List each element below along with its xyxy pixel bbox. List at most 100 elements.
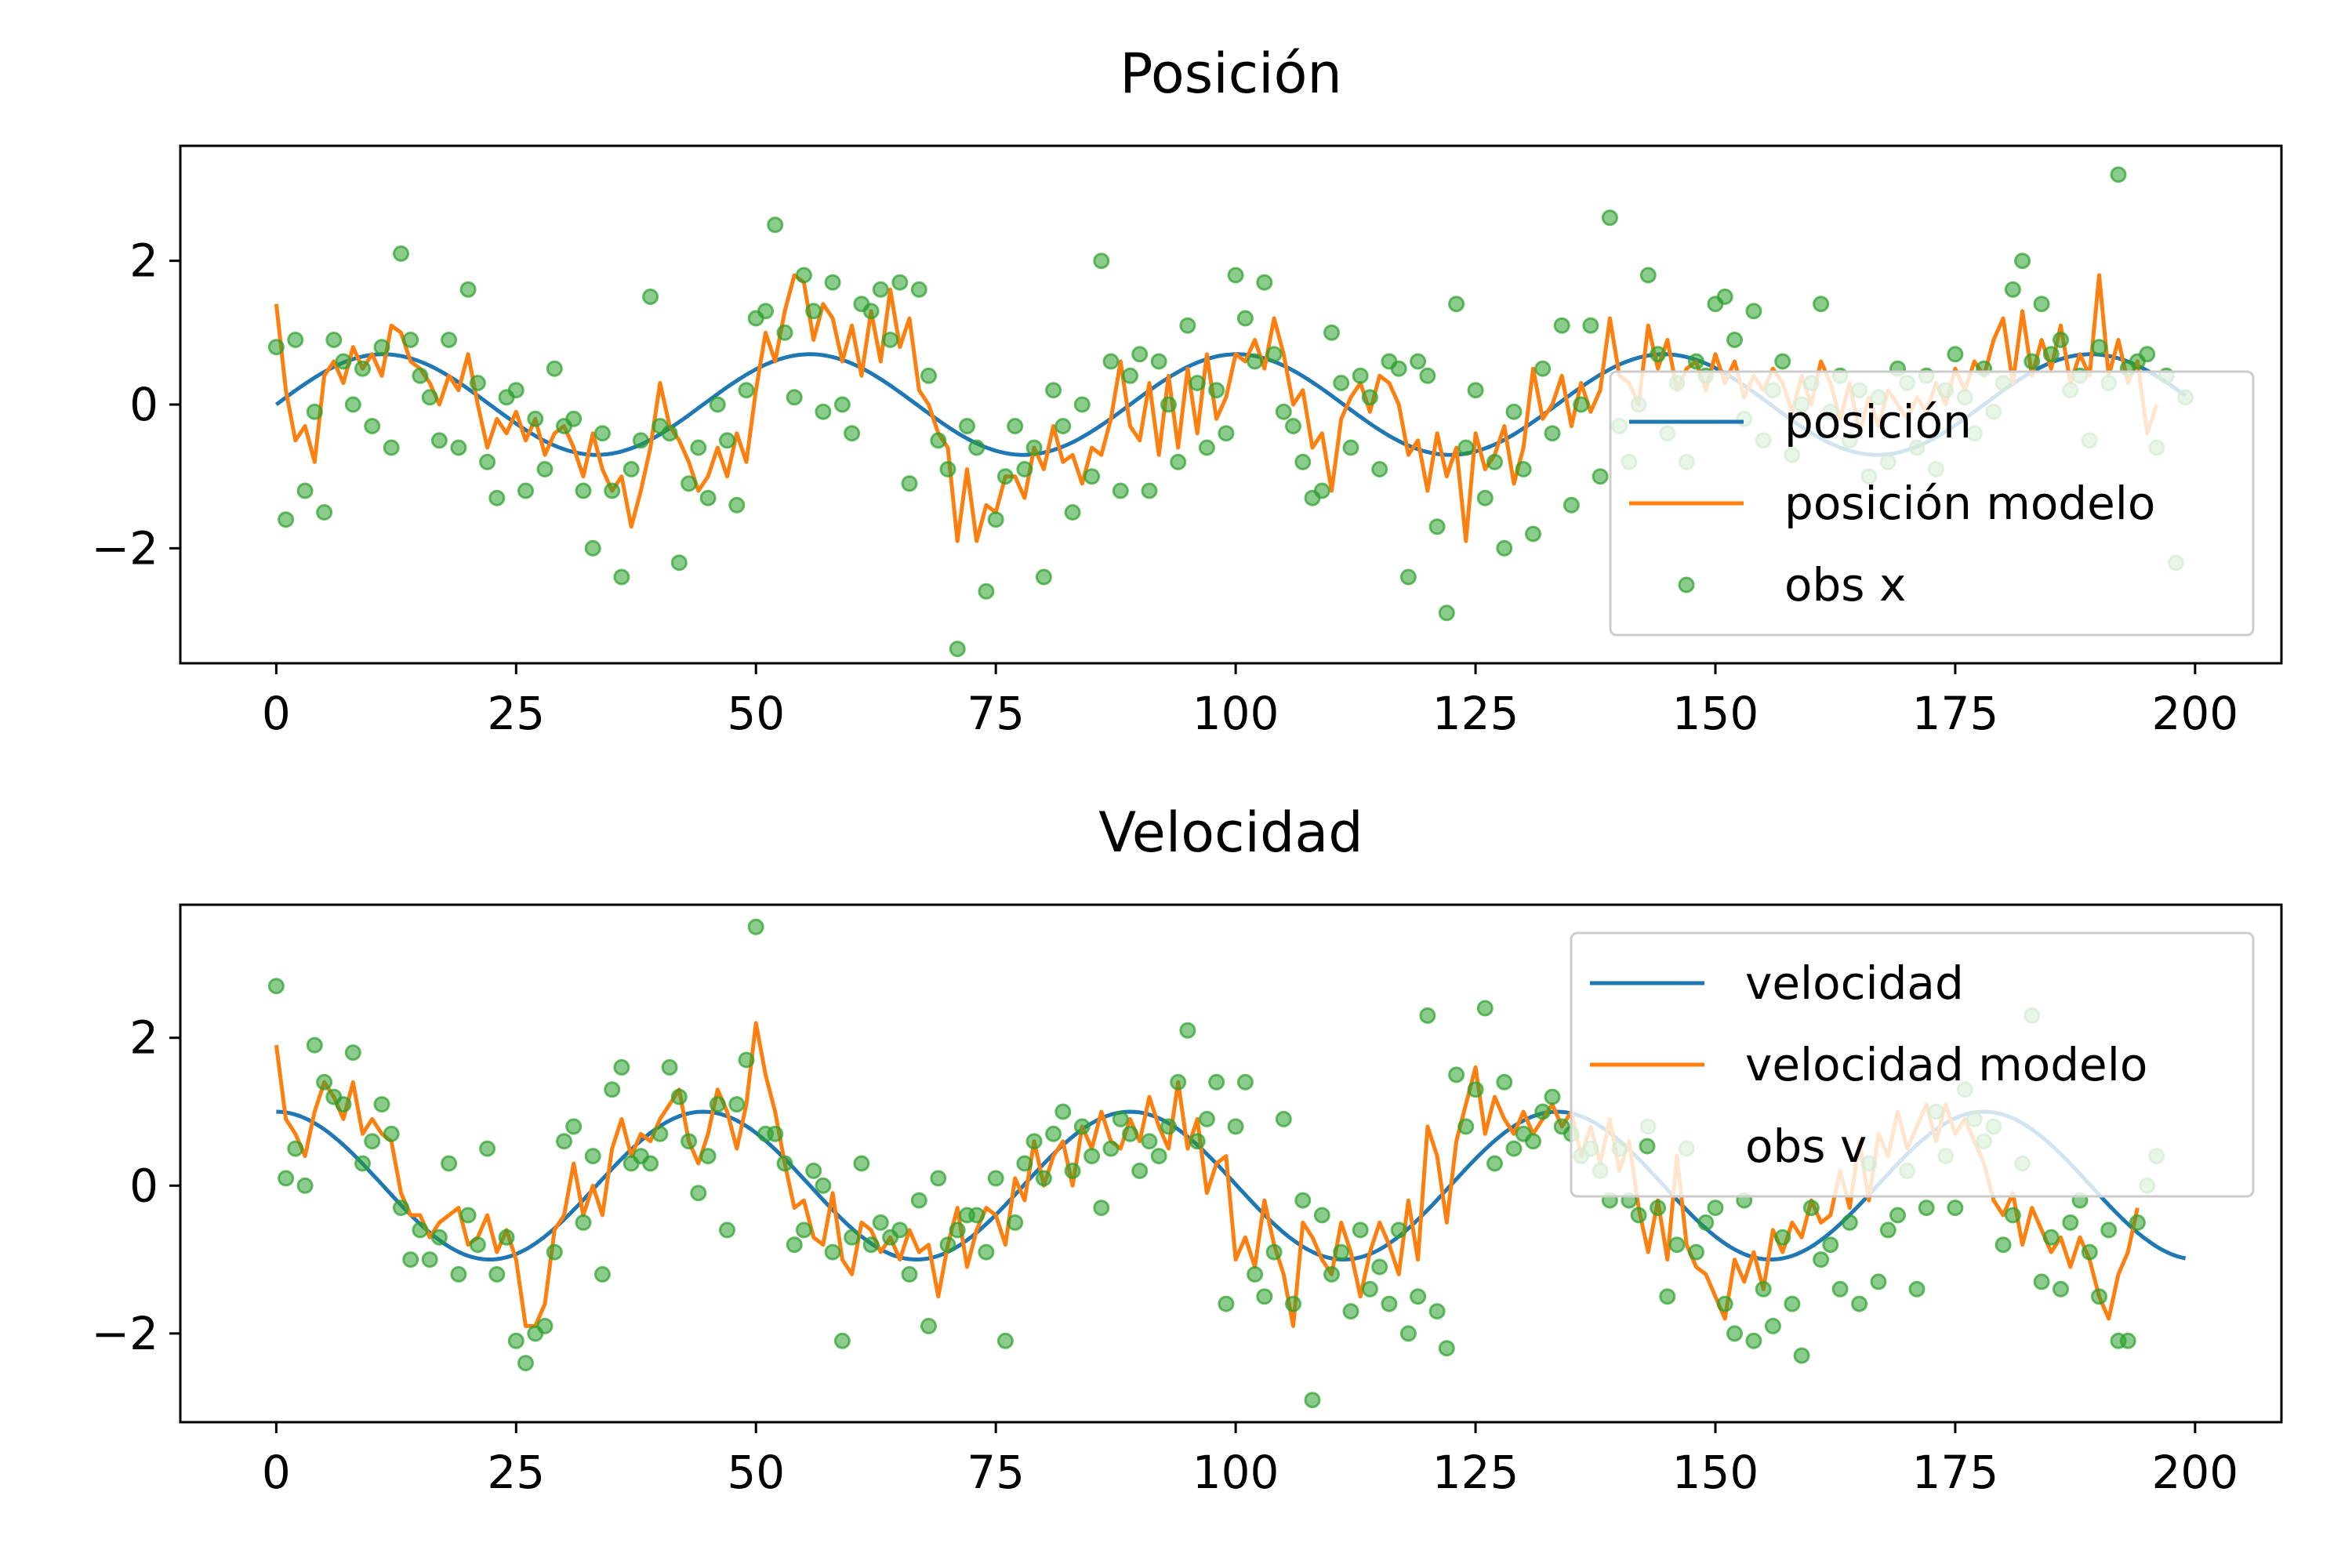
velocity-obs-point [1333,1243,1350,1261]
velocity-obs-point [1918,1200,1935,1217]
position-obs-point [1361,389,1378,406]
position-legend: posición posición modelo obs x [1609,370,2255,637]
position-xtick-label: 75 [967,687,1025,740]
velocity-obs-point [1822,1236,1839,1254]
position-obs-point [1505,403,1523,420]
velocity-xtick-label: 75 [967,1446,1025,1499]
velocity-legend-label-velocidad: velocidad [1745,956,1964,1010]
position-obs-point [1025,439,1043,456]
velocity-obs-point [1774,1229,1791,1246]
position-obs-point [1141,482,1158,499]
velocity-obs-point [604,1081,621,1098]
velocity-obs-point [1697,1214,1715,1231]
position-obs-point [1534,360,1552,377]
position-obs-point [996,468,1014,485]
position-obs-point [738,382,755,399]
velocity-obs-point [767,1125,784,1142]
position-obs-point [632,432,649,449]
velocity-obs-point [1141,1133,1158,1150]
position-obs-point [316,504,333,521]
position-obs-point [1256,274,1273,291]
position-obs-point [1457,439,1475,456]
velocity-obs-point [267,978,285,995]
velocity-obs-point [2091,1288,2107,1305]
position-obs-point [364,418,381,434]
velocity-obs-point [853,1155,870,1172]
position-obs-point [1323,324,1340,341]
velocity-obs-point [2081,1243,2098,1261]
velocity-obs-point [1093,1200,1110,1217]
velocity-obs-point [584,1148,601,1165]
velocity-obs-point [776,1155,793,1172]
position-obs-point [1313,482,1330,499]
velocity-ytick-label: 2 [129,1011,158,1065]
position-obs-point [402,332,419,348]
velocity-xtick-label: 125 [1432,1446,1519,1499]
velocity-obs-point [1831,1280,1849,1298]
velocity-obs-point [747,918,764,935]
velocity-obs-point [383,1125,400,1142]
position-obs-point [1285,418,1301,434]
position-title: Posición [1120,42,1342,106]
velocity-obs-point [565,1118,583,1135]
position-obs-point [699,489,717,506]
velocity-obs-point [1275,1110,1292,1127]
velocity-obs-point [738,1051,755,1069]
velocity-obs-point [949,1221,966,1239]
position-obs-point [2014,252,2031,270]
velocity-obs-point [1323,1265,1340,1283]
velocity-xtick-label: 25 [487,1446,545,1499]
velocity-obs-point [1457,1118,1475,1135]
position-obs-point [306,403,323,420]
velocity-obs-point [1505,1140,1523,1157]
velocity-obs-point [2042,1229,2060,1246]
position-obs-point [882,332,899,348]
velocity-obs-point [1265,1243,1283,1261]
velocity-obs-point [1236,1073,1254,1091]
velocity-obs-point [1247,1265,1264,1283]
velocity-obs-point [1851,1295,1868,1312]
velocity-obs-point [987,1170,1004,1187]
velocity-obs-point [412,1221,429,1239]
position-obs-point [824,274,841,291]
velocity-xtick-label: 0 [262,1446,291,1499]
position-obs-point [527,410,544,427]
velocity-obs-point [786,1236,803,1254]
velocity-obs-point [1208,1073,1225,1091]
position-xtick-label: 200 [2152,687,2239,740]
velocity-obs-point [1784,1295,1801,1312]
velocity-obs-point [795,1221,812,1239]
velocity-obs-point [824,1243,841,1261]
position-obs-point [479,453,496,470]
velocity-obs-point [1160,1118,1177,1135]
velocity-xtick-label: 200 [2152,1446,2239,1499]
position-obs-point [373,339,390,356]
velocity-legend-label-obs-v: obs v [1745,1120,1867,1173]
position-obs-point [2042,346,2060,363]
velocity-obs-point [1361,1280,1378,1298]
position-obs-point [767,216,784,234]
position-obs-point [1688,353,1704,370]
position-obs-point [622,461,640,477]
velocity-obs-point [968,1207,985,1224]
velocity-obs-point [1045,1125,1062,1142]
velocity-obs-point [1947,1200,1964,1217]
position-obs-point [593,425,611,442]
velocity-obs-point [402,1251,419,1269]
position-obs-point [1083,468,1101,485]
position-obs-point [949,641,966,658]
position-xtick-label: 150 [1672,687,1759,740]
velocity-obs-point [1313,1207,1330,1224]
velocity-obs-point [978,1243,995,1261]
velocity-subplot: Velocidad 0 25 50 75 100 125 150 175 200 −2 0 2 vel… [92,800,2283,1499]
velocity-obs-point [354,1155,371,1172]
velocity-obs-point [910,1192,927,1209]
velocity-obs-point [593,1265,611,1283]
velocity-obs-point [1793,1347,1810,1364]
position-obs-point [1236,310,1254,327]
velocity-obs-point [1381,1295,1398,1312]
position-obs-point [1448,296,1465,313]
velocity-obs-point [1755,1280,1772,1298]
position-obs-point [1438,604,1455,622]
velocity-obs-point [1908,1280,1926,1298]
